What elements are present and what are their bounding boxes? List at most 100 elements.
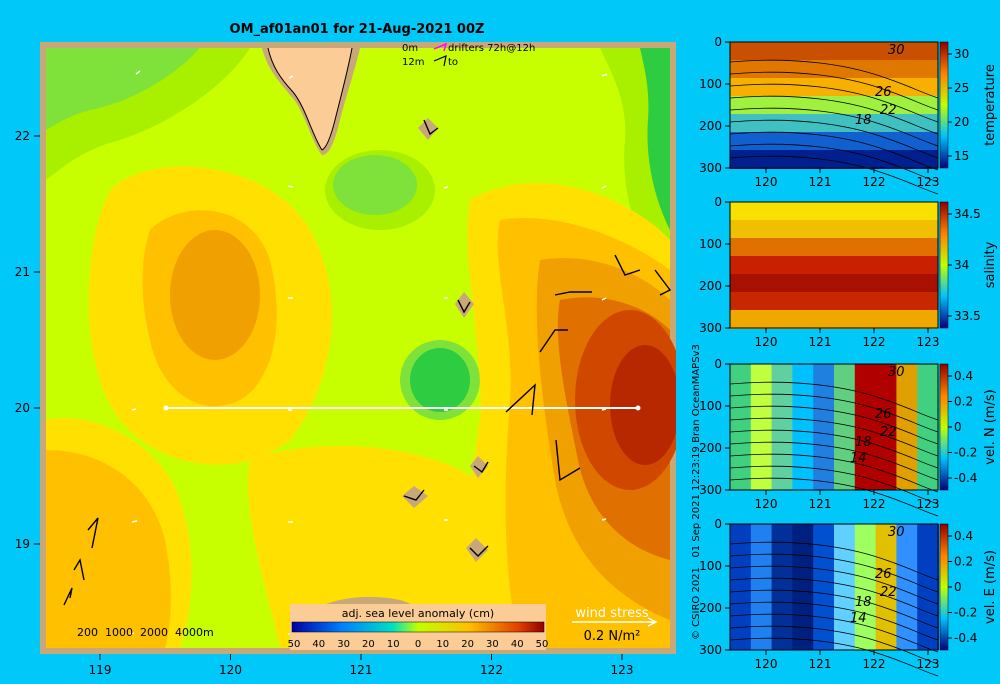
lon-tick-label: 121	[809, 175, 832, 189]
colorbar-tick-label: 0.2	[954, 555, 973, 569]
depth-tick-label: 0	[714, 357, 722, 371]
contour-label: 30	[888, 43, 905, 58]
colorbar-tick-label: 10	[436, 639, 449, 650]
lon-tick-label: 122	[863, 657, 886, 671]
legend-to-label: to	[448, 57, 458, 68]
lon-tick-label: 123	[917, 335, 940, 349]
colorbar-tick-label: 40	[511, 639, 524, 650]
contour-label: 30	[888, 525, 905, 540]
colorbar-tick-label: -0.4	[954, 631, 977, 645]
depth-tick-label: 200	[699, 601, 722, 615]
lon-tick-label: 123	[917, 175, 940, 189]
contour-label: 26	[875, 85, 892, 100]
colorbar-title: adj. sea level anomaly (cm)	[342, 607, 494, 620]
colorbar-tick-label: 10	[387, 639, 400, 650]
contour-label: 14	[850, 611, 867, 626]
colorbar-tick-label: 20	[461, 639, 474, 650]
lon-tick-label: 123	[917, 657, 940, 671]
panel-variable-label: temperature	[983, 64, 998, 146]
x-tick-label: 120	[219, 663, 242, 677]
colorbar-tick-label: -0.2	[954, 446, 977, 460]
credit-text: © CSIRO 2021 01 Sep 2021 12:23:19 Bran O…	[691, 344, 702, 640]
contour-label: 26	[875, 567, 892, 582]
colorbar-tick-label: 15	[954, 149, 969, 163]
sea-level-map: 0m drifters 72h@12h 12m to 200 1000 2000…	[15, 42, 676, 677]
contour-label: 18	[855, 595, 872, 610]
depth-tick-label: 100	[699, 399, 722, 413]
lon-tick-label: 122	[863, 335, 886, 349]
panel-variable-label: vel. E (m/s)	[983, 550, 998, 624]
colorbar-tick-label: -0.2	[954, 606, 977, 620]
lon-tick-label: 120	[755, 335, 778, 349]
x-tick-label: 119	[89, 663, 112, 677]
wind-stress-label: wind stress	[575, 606, 649, 621]
map-title: OM_af01an01 for 21-Aug-2021 00Z	[230, 22, 485, 37]
legend-drifters-label: drifters 72h@12h	[448, 43, 535, 54]
depth-tick-label: 100	[699, 77, 722, 91]
depth-tick-label: 100	[699, 237, 722, 251]
depth-tick-label: 0	[714, 195, 722, 209]
lon-tick-label: 120	[755, 657, 778, 671]
depth-tick-label: 300	[699, 643, 722, 657]
lon-tick-label: 121	[809, 497, 832, 511]
colorbar-tick-label: 30	[954, 47, 969, 61]
legend-depth-12m: 12m	[402, 57, 424, 68]
colorbar-tick-label: 30	[486, 639, 499, 650]
contour-label: 18	[855, 435, 872, 450]
y-tick-label: 21	[15, 265, 30, 279]
colorbar-tick-label: 34.5	[954, 207, 981, 221]
y-tick-label: 22	[15, 129, 30, 143]
colorbar-tick-label: 0	[415, 639, 421, 650]
depth-tick-label: 0	[714, 517, 722, 531]
drifter-legend: 0m drifters 72h@12h 12m to	[402, 42, 535, 68]
colorbar-tick-label: 33.5	[954, 309, 981, 323]
colorbar-tick-label: 25	[954, 81, 969, 95]
depth-tick-label: 300	[699, 321, 722, 335]
y-tick-label: 20	[15, 401, 30, 415]
depth-tick-label: 200	[699, 441, 722, 455]
legend-depth-0m: 0m	[402, 43, 418, 54]
colorbar-tick-label: 20	[954, 115, 969, 129]
section-panel-temperature: 30 26 22 18 0 100 200 300 120 121 122 123 30 25 20 15 te…	[699, 35, 998, 195]
colorbar-tick-label: 0.2	[954, 395, 973, 409]
x-tick-label: 121	[350, 663, 373, 677]
depth-tick-label: 300	[699, 161, 722, 175]
panel-colorbar	[939, 363, 949, 491]
colorbar-tick-label: 0.4	[954, 369, 973, 383]
contour-label: 22	[880, 585, 897, 600]
contour-label: 30	[888, 365, 905, 380]
x-tick-label: 122	[480, 663, 503, 677]
panel-colorbar	[939, 41, 949, 169]
contour-label: 22	[880, 425, 897, 440]
panel-colorbar	[939, 201, 949, 329]
section-panel-salinity: 0 100 200 300 120 121 122 123 34.5 34 33.5 salinity	[699, 195, 998, 349]
lon-tick-label: 120	[755, 175, 778, 189]
sea-level-colorbar: adj. sea level anomaly (cm) 50 40 30 20 10 0 1…	[288, 604, 548, 650]
colorbar-tick-label: 20	[362, 639, 375, 650]
contour-label: 18	[855, 113, 872, 128]
depth-tick-label: 200	[699, 279, 722, 293]
colorbar-tick-label: 34	[954, 258, 969, 272]
colorbar-tick-label: 0	[954, 580, 962, 594]
lon-tick-label: 122	[863, 497, 886, 511]
lon-tick-label: 121	[809, 657, 832, 671]
lon-tick-label: 122	[863, 175, 886, 189]
bathymetry-label: 200 1000 2000 4000m	[77, 626, 214, 639]
depth-tick-label: 0	[714, 35, 722, 49]
y-tick-label: 19	[15, 537, 30, 551]
lon-tick-label: 120	[755, 497, 778, 511]
lon-tick-label: 121	[809, 335, 832, 349]
depth-tick-label: 300	[699, 483, 722, 497]
depth-tick-label: 100	[699, 559, 722, 573]
colorbar-tick-label: 50	[288, 639, 301, 650]
colorbar-tick-label: 40	[312, 639, 325, 650]
panel-colorbar	[939, 523, 949, 651]
lon-tick-label: 123	[917, 497, 940, 511]
contour-label: 22	[880, 103, 897, 118]
panel-variable-label: vel. N (m/s)	[983, 389, 998, 464]
wind-stress-scale: 0.2 N/m²	[584, 629, 641, 644]
colorbar-tick-label: 0.4	[954, 529, 973, 543]
